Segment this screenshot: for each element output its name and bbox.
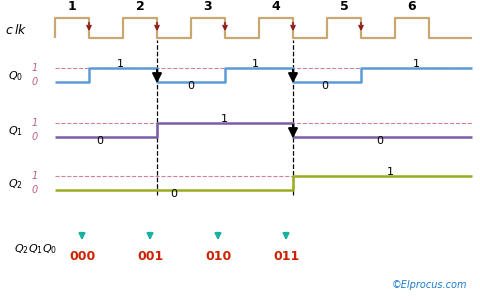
- Text: 1: 1: [252, 59, 259, 69]
- Text: 0: 0: [32, 132, 38, 142]
- Text: 2: 2: [136, 0, 144, 13]
- Text: $lk$: $lk$: [14, 23, 27, 37]
- Text: $Q_0$: $Q_0$: [8, 69, 23, 83]
- Text: 0: 0: [32, 185, 38, 195]
- Text: 1: 1: [68, 0, 76, 13]
- Text: 010: 010: [205, 250, 231, 263]
- Text: 1: 1: [32, 118, 38, 128]
- Text: 1: 1: [32, 63, 38, 73]
- Text: ©Elprocus.com: ©Elprocus.com: [392, 280, 468, 290]
- Text: 1: 1: [386, 167, 394, 177]
- Text: 1: 1: [117, 59, 123, 69]
- Text: 6: 6: [408, 0, 416, 13]
- Text: 0: 0: [188, 81, 194, 91]
- Text: $c$: $c$: [5, 23, 14, 37]
- Text: 4: 4: [272, 0, 280, 13]
- Text: 0: 0: [322, 81, 328, 91]
- Text: 5: 5: [340, 0, 348, 13]
- Text: 0: 0: [376, 136, 384, 146]
- Text: $Q_2$: $Q_2$: [8, 177, 23, 191]
- Text: $Q_1$: $Q_1$: [8, 124, 23, 138]
- Text: $Q_1$: $Q_1$: [28, 242, 43, 256]
- Text: 0: 0: [170, 189, 178, 199]
- Text: 1: 1: [412, 59, 420, 69]
- Text: 1: 1: [220, 114, 228, 124]
- Text: $Q_2$: $Q_2$: [14, 242, 29, 256]
- Text: $Q_0$: $Q_0$: [42, 242, 57, 256]
- Text: 3: 3: [204, 0, 212, 13]
- Text: 011: 011: [273, 250, 299, 263]
- Text: 0: 0: [32, 77, 38, 87]
- Text: 001: 001: [137, 250, 163, 263]
- Text: 0: 0: [96, 136, 104, 146]
- Text: 1: 1: [32, 171, 38, 181]
- Text: 000: 000: [69, 250, 95, 263]
